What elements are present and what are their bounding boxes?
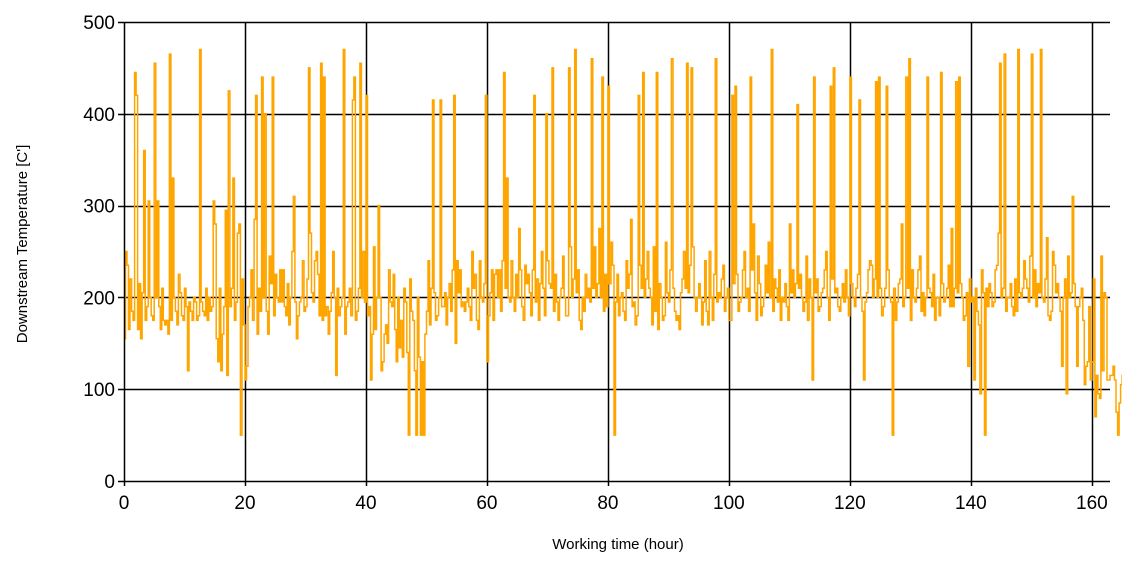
y-tick-label: 200 bbox=[83, 288, 115, 309]
y-tick-label: 500 bbox=[83, 13, 115, 34]
x-tick-labels: 0 20 40 60 80 100 120 140 160 bbox=[119, 493, 1108, 514]
axes bbox=[118, 21, 1110, 486]
x-tick-label: 60 bbox=[476, 493, 497, 514]
y-tick-label: 0 bbox=[104, 472, 115, 493]
x-tick-label: 20 bbox=[234, 493, 255, 514]
x-tick-label: 0 bbox=[119, 493, 130, 514]
x-tick-label: 80 bbox=[597, 493, 618, 514]
y-axis-title: Downstream Temperature [C'] bbox=[14, 145, 31, 344]
y-tick-label: 400 bbox=[83, 105, 115, 126]
x-tick-label: 140 bbox=[955, 493, 987, 514]
y-tick-labels: 0 100 200 300 400 500 bbox=[83, 13, 115, 493]
x-tick-label: 40 bbox=[355, 493, 376, 514]
y-tick-label: 100 bbox=[83, 380, 115, 401]
series-line-downstream-temperature bbox=[124, 48, 1122, 436]
y-tick-label: 300 bbox=[83, 197, 115, 218]
x-tick-label: 100 bbox=[713, 493, 745, 514]
x-axis-title: Working time (hour) bbox=[552, 536, 683, 553]
x-tick-label: 160 bbox=[1076, 493, 1108, 514]
x-tick-label: 120 bbox=[834, 493, 866, 514]
